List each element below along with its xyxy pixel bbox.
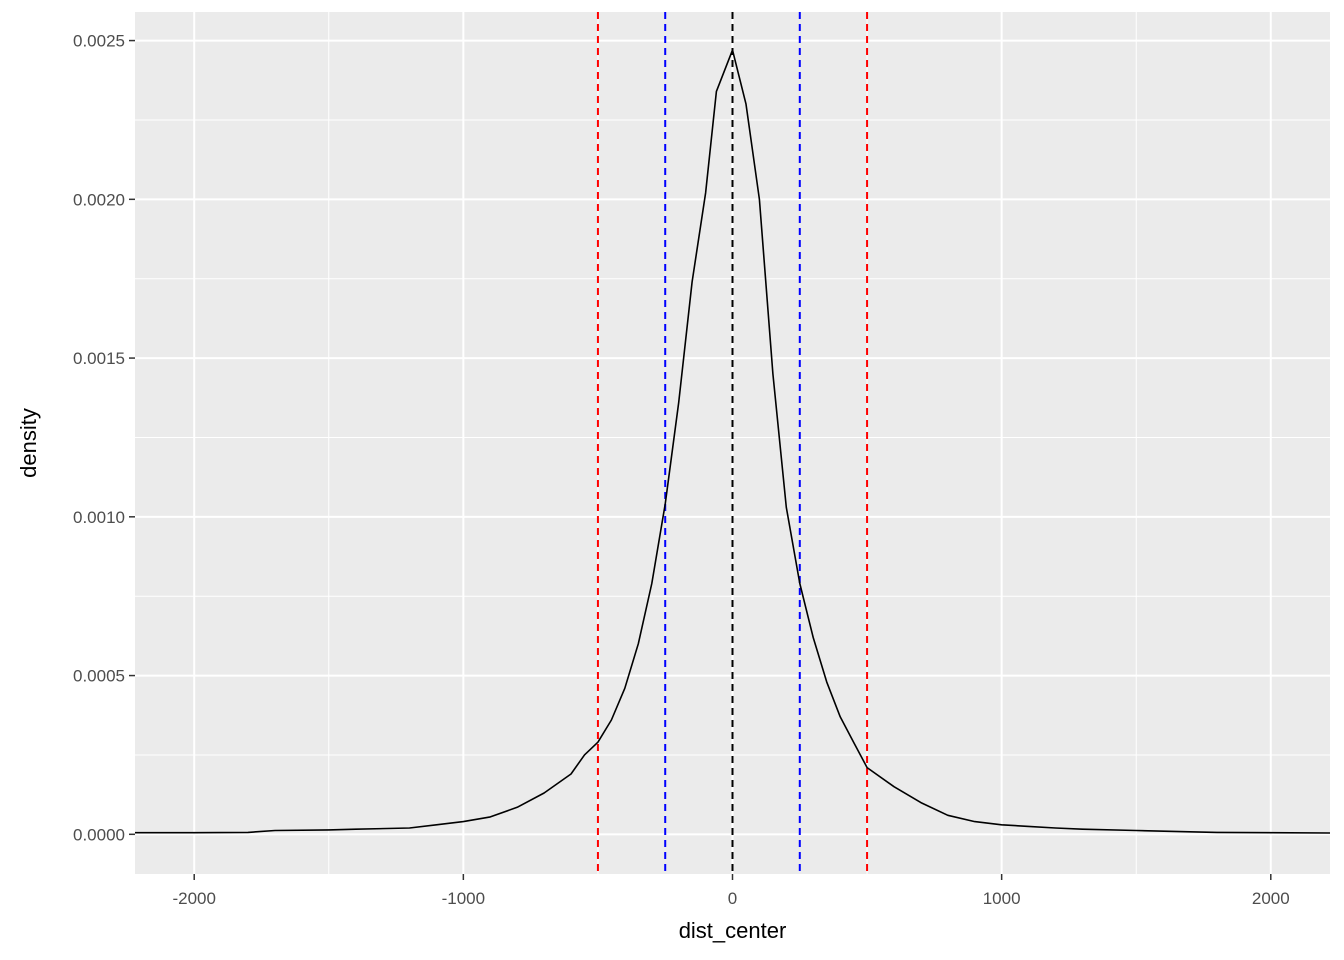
y-tick-label: 0.0000	[73, 825, 125, 844]
x-tick-label: -2000	[172, 889, 215, 908]
x-tick-label: 0	[728, 889, 737, 908]
x-axis-title: dist_center	[679, 918, 787, 943]
y-tick-label: 0.0010	[73, 508, 125, 527]
x-tick-label: 2000	[1252, 889, 1290, 908]
x-tick-label: 1000	[983, 889, 1021, 908]
density-line	[135, 49, 1331, 834]
y-tick-label: 0.0015	[73, 349, 125, 368]
y-axis-title: density	[16, 408, 41, 478]
y-tick-label: 0.0020	[73, 190, 125, 209]
density-series	[135, 49, 1331, 834]
x-axis-ticks: -2000 -1000 0 1000 2000	[172, 874, 1290, 908]
y-axis-ticks: 0.0000 0.0005 0.0010 0.0015 0.0020 0.0025	[73, 32, 135, 844]
y-tick-label: 0.0005	[73, 667, 125, 686]
x-tick-label: -1000	[442, 889, 485, 908]
y-tick-label: 0.0025	[73, 32, 125, 51]
